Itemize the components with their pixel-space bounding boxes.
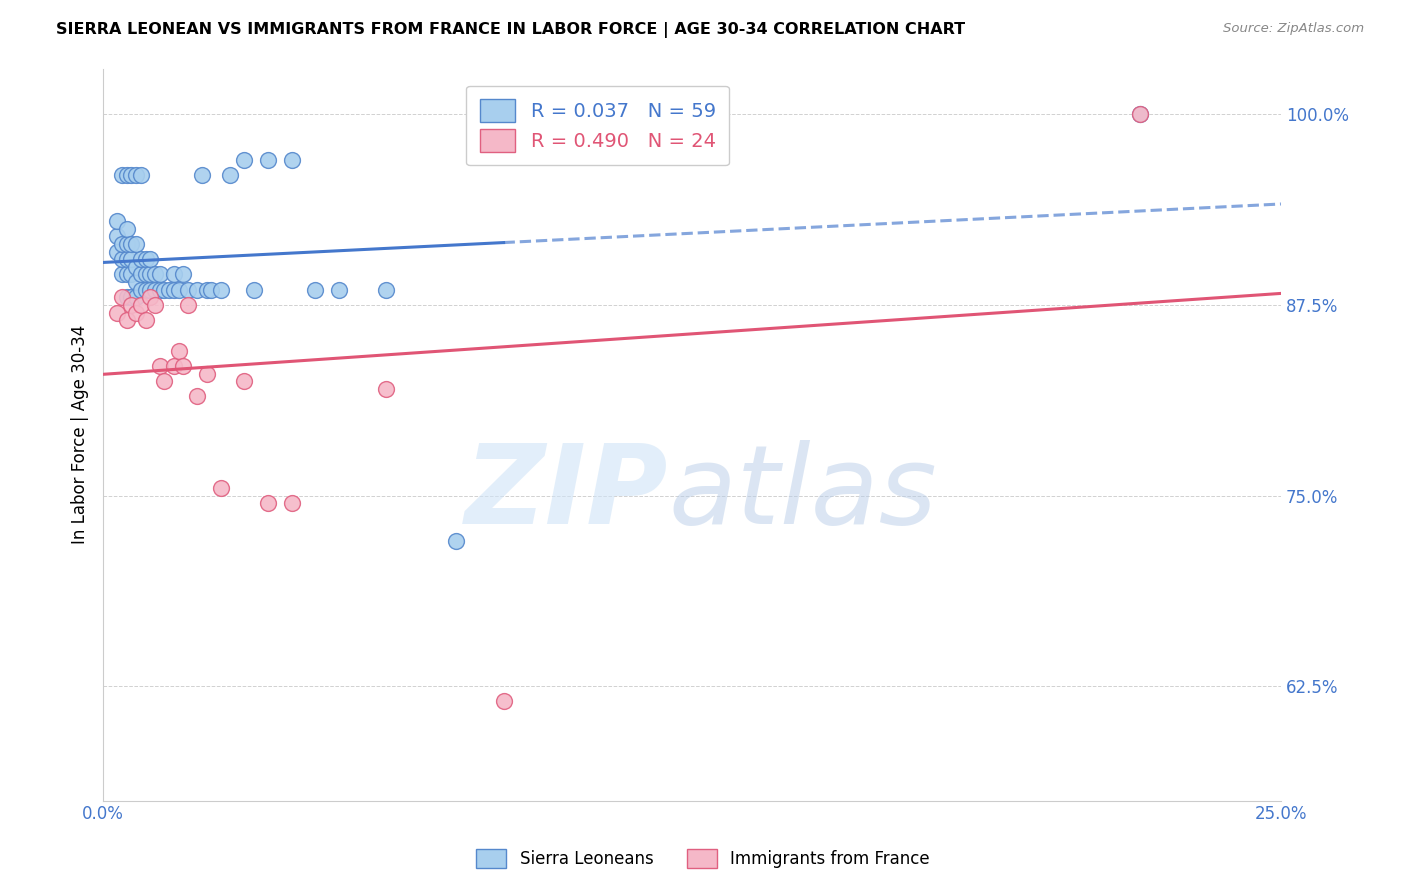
Point bbox=[125, 290, 148, 304]
Point bbox=[257, 153, 280, 167]
Point bbox=[374, 382, 396, 396]
Text: SIERRA LEONEAN VS IMMIGRANTS FROM FRANCE IN LABOR FORCE | AGE 30-34 CORRELATION : SIERRA LEONEAN VS IMMIGRANTS FROM FRANCE… bbox=[56, 22, 966, 38]
Point bbox=[111, 252, 134, 267]
Point bbox=[149, 268, 172, 282]
Point bbox=[120, 236, 142, 251]
Legend: R = 0.037   N = 59, R = 0.490   N = 24: R = 0.037 N = 59, R = 0.490 N = 24 bbox=[467, 86, 730, 166]
Text: Source: ZipAtlas.com: Source: ZipAtlas.com bbox=[1223, 22, 1364, 36]
Point bbox=[163, 268, 186, 282]
Point bbox=[219, 169, 242, 183]
Point bbox=[257, 496, 280, 510]
Point bbox=[129, 252, 152, 267]
Point bbox=[167, 343, 190, 358]
Point bbox=[125, 260, 148, 274]
Point bbox=[139, 252, 162, 267]
Point bbox=[115, 236, 138, 251]
Point bbox=[111, 236, 134, 251]
Point bbox=[105, 214, 128, 228]
Point bbox=[120, 290, 142, 304]
Point bbox=[163, 283, 186, 297]
Point bbox=[304, 283, 326, 297]
Point bbox=[115, 221, 138, 235]
Point bbox=[115, 290, 138, 304]
Point bbox=[172, 268, 194, 282]
Text: atlas: atlas bbox=[668, 440, 938, 547]
Point bbox=[120, 169, 142, 183]
Legend: Sierra Leoneans, Immigrants from France: Sierra Leoneans, Immigrants from France bbox=[470, 842, 936, 875]
Point bbox=[125, 169, 148, 183]
Point bbox=[233, 153, 256, 167]
Point bbox=[446, 534, 468, 549]
Point bbox=[143, 283, 166, 297]
Point bbox=[149, 359, 172, 373]
Point bbox=[280, 153, 302, 167]
Point bbox=[105, 229, 128, 244]
Point bbox=[200, 283, 222, 297]
Point bbox=[135, 313, 157, 327]
Text: ZIP: ZIP bbox=[465, 440, 668, 547]
Point bbox=[195, 367, 218, 381]
Point bbox=[120, 252, 142, 267]
Point bbox=[115, 252, 138, 267]
Point bbox=[115, 313, 138, 327]
Point bbox=[139, 290, 162, 304]
Point bbox=[129, 298, 152, 312]
Point bbox=[105, 244, 128, 259]
Point bbox=[111, 290, 134, 304]
Point bbox=[177, 283, 200, 297]
Point bbox=[1129, 107, 1152, 121]
Point bbox=[186, 389, 208, 403]
Point bbox=[125, 305, 148, 319]
Point bbox=[111, 268, 134, 282]
Point bbox=[143, 268, 166, 282]
Point bbox=[163, 359, 186, 373]
Point bbox=[167, 283, 190, 297]
Point bbox=[328, 283, 350, 297]
Point bbox=[129, 169, 152, 183]
Point bbox=[135, 283, 157, 297]
Point bbox=[105, 305, 128, 319]
Point bbox=[172, 359, 194, 373]
Point bbox=[129, 283, 152, 297]
Point bbox=[139, 268, 162, 282]
Point bbox=[115, 268, 138, 282]
Point bbox=[153, 283, 176, 297]
Point bbox=[125, 275, 148, 289]
Point bbox=[233, 374, 256, 388]
Point bbox=[1129, 107, 1152, 121]
Point bbox=[135, 268, 157, 282]
Point bbox=[120, 268, 142, 282]
Point bbox=[129, 268, 152, 282]
Point bbox=[149, 283, 172, 297]
Point bbox=[120, 298, 142, 312]
Point bbox=[135, 252, 157, 267]
Point bbox=[209, 481, 232, 495]
Point bbox=[186, 283, 208, 297]
Point bbox=[111, 169, 134, 183]
Point bbox=[115, 169, 138, 183]
Point bbox=[191, 169, 214, 183]
Point bbox=[139, 283, 162, 297]
Point bbox=[153, 374, 176, 388]
Point bbox=[195, 283, 218, 297]
Point bbox=[374, 283, 396, 297]
Point bbox=[177, 298, 200, 312]
Point bbox=[243, 283, 266, 297]
Point bbox=[157, 283, 180, 297]
Point bbox=[125, 236, 148, 251]
Point bbox=[280, 496, 302, 510]
Point bbox=[209, 283, 232, 297]
Point bbox=[143, 298, 166, 312]
Y-axis label: In Labor Force | Age 30-34: In Labor Force | Age 30-34 bbox=[72, 325, 89, 544]
Point bbox=[492, 694, 515, 708]
